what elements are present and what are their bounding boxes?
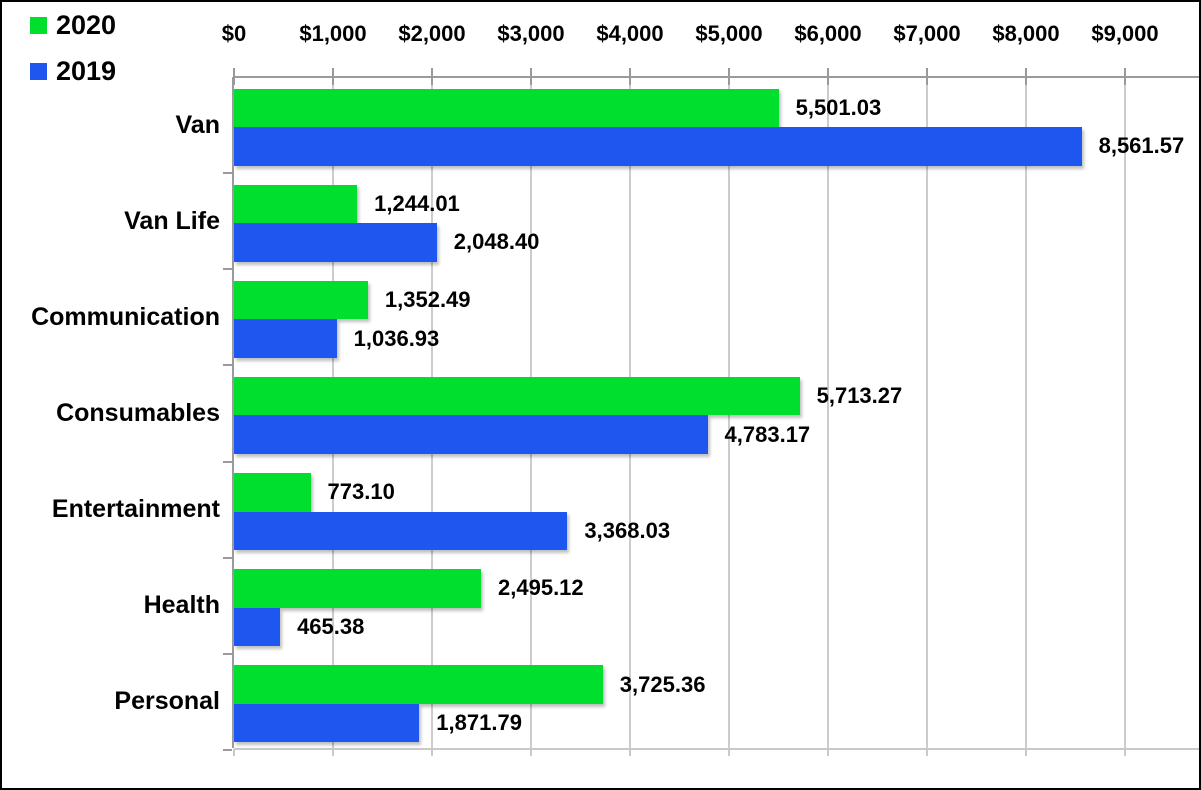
gridline bbox=[1124, 77, 1126, 748]
top-axis-tick bbox=[629, 68, 631, 85]
category-label: Health bbox=[143, 591, 220, 620]
bar-2019 bbox=[234, 319, 337, 358]
category-boundary-tick bbox=[223, 556, 232, 559]
value-label-2019: 1,871.79 bbox=[436, 710, 522, 736]
bar-2020 bbox=[234, 376, 800, 416]
value-label-2020: 2,495.12 bbox=[498, 575, 584, 601]
top-axis-tick bbox=[530, 68, 532, 85]
bar-row: 1,244.01 2,048.40 bbox=[234, 173, 1199, 269]
category-boundary-tick bbox=[223, 268, 232, 271]
value-label-2019: 3,368.03 bbox=[584, 517, 671, 543]
bar-row: 1,352.49 1,036.93 bbox=[234, 269, 1199, 365]
category-label: Entertainment bbox=[51, 495, 220, 524]
bottom-axis-tick bbox=[728, 749, 730, 756]
bottom-axis-tick bbox=[233, 749, 235, 756]
category-label: Personal bbox=[114, 687, 220, 716]
bar-2020 bbox=[234, 569, 482, 608]
category-boundary-tick bbox=[223, 749, 232, 751]
bar-2020 bbox=[234, 88, 779, 127]
legend-swatch-2020 bbox=[30, 16, 47, 34]
gridline bbox=[827, 77, 829, 748]
top-axis-tick bbox=[827, 68, 829, 85]
bottom-axis-tick bbox=[1025, 749, 1027, 756]
bar-row: 773.10 3,368.03 bbox=[234, 462, 1199, 558]
top-axis-tick bbox=[332, 68, 334, 85]
bar-row: 5,713.27 4,783.17 bbox=[234, 365, 1199, 461]
bottom-axis-tick bbox=[332, 749, 334, 756]
bar-2020 bbox=[234, 280, 368, 320]
value-label-2020: 5,713.27 bbox=[816, 383, 903, 409]
x-axis-tick-label: $6,000 bbox=[794, 21, 862, 46]
x-axis-tick-label: $4,000 bbox=[596, 21, 664, 46]
bar-2019 bbox=[234, 415, 708, 454]
value-label-2019: 2,048.40 bbox=[453, 229, 540, 255]
bar-2019 bbox=[234, 127, 1082, 166]
value-label-2019: 4,783.17 bbox=[724, 421, 811, 447]
category-boundary-tick bbox=[223, 460, 232, 463]
legend-label-2020: 2020 bbox=[56, 10, 117, 40]
value-label-2020: 1,352.49 bbox=[384, 287, 471, 313]
x-axis-tick-label: $8,000 bbox=[992, 21, 1060, 46]
top-axis-tick bbox=[926, 68, 928, 85]
value-label-2020: 3,725.36 bbox=[619, 671, 706, 697]
bottom-axis-tick bbox=[1124, 749, 1126, 756]
category-label: Communication bbox=[31, 302, 220, 331]
bottom-axis-tick bbox=[827, 749, 829, 756]
legend-swatch-2019 bbox=[30, 62, 47, 80]
category-boundary-tick bbox=[223, 364, 232, 367]
category-label: Van Life bbox=[124, 206, 220, 235]
x-axis-tick-label: $2,000 bbox=[398, 21, 466, 46]
legend-item-2019: 2019 bbox=[30, 56, 116, 86]
bar-2019 bbox=[234, 703, 420, 743]
gridline bbox=[926, 77, 928, 748]
value-label-2019: 465.38 bbox=[297, 613, 365, 639]
value-label-2020: 1,244.01 bbox=[374, 190, 460, 216]
gridline bbox=[1025, 77, 1027, 748]
bar-2019 bbox=[234, 511, 568, 551]
category-boundary-tick bbox=[223, 652, 232, 655]
bottom-axis-tick bbox=[926, 749, 928, 756]
value-label-2020: 5,501.03 bbox=[795, 94, 882, 120]
x-axis-tick-label: $0 bbox=[221, 21, 247, 46]
top-axis-line bbox=[234, 76, 1199, 78]
bar-row: 5,501.03 8,561.57 bbox=[234, 77, 1199, 173]
x-axis-tick-label: $1,000 bbox=[299, 21, 367, 46]
bar-row: 3,725.36 1,871.79 bbox=[234, 654, 1199, 750]
value-label-2019: 1,036.93 bbox=[353, 325, 440, 351]
bottom-axis-tick bbox=[629, 749, 631, 756]
category-boundary-tick bbox=[223, 172, 232, 175]
legend-label-2019: 2019 bbox=[56, 56, 117, 86]
x-axis: $0 $1,000 $2,000 $3,000 $4,000 $5,000 $6,000 $7… bbox=[2, 2, 1199, 62]
x-axis-tick-label: $5,000 bbox=[695, 21, 763, 46]
legend: 2020 2019 bbox=[30, 10, 116, 102]
category-label: Consumables bbox=[56, 398, 220, 427]
top-axis-tick bbox=[1025, 68, 1027, 85]
y-axis-category-labels: Van Van Life Communication Consumables Enter… bbox=[2, 77, 220, 750]
x-axis-tick-label: $7,000 bbox=[893, 21, 961, 46]
bar-2020 bbox=[234, 473, 311, 512]
bar-2020 bbox=[234, 665, 603, 704]
top-axis-tick bbox=[1124, 68, 1126, 85]
bottom-axis-tick bbox=[431, 749, 433, 756]
legend-item-2020: 2020 bbox=[30, 10, 116, 40]
value-label-2020: 773.10 bbox=[327, 479, 395, 505]
category-label: Van bbox=[175, 110, 220, 139]
x-axis-tick-label: $3,000 bbox=[497, 21, 565, 46]
bar-2019 bbox=[234, 607, 281, 647]
bar-2019 bbox=[234, 223, 437, 262]
left-axis-line bbox=[232, 77, 234, 748]
top-axis-tick bbox=[233, 68, 235, 85]
bar-row: 2,495.12 465.38 bbox=[234, 558, 1199, 654]
bar-2020 bbox=[234, 184, 358, 224]
value-label-2019: 8,561.57 bbox=[1098, 133, 1185, 159]
x-axis-tick-label: $9,000 bbox=[1091, 21, 1159, 46]
plot-area: 5,501.03 8,561.57 1,244.01 2,048.40 1,352.49… bbox=[223, 68, 1199, 756]
top-axis-tick bbox=[728, 68, 730, 85]
top-axis-tick bbox=[431, 68, 433, 85]
bottom-axis-tick bbox=[530, 749, 532, 756]
